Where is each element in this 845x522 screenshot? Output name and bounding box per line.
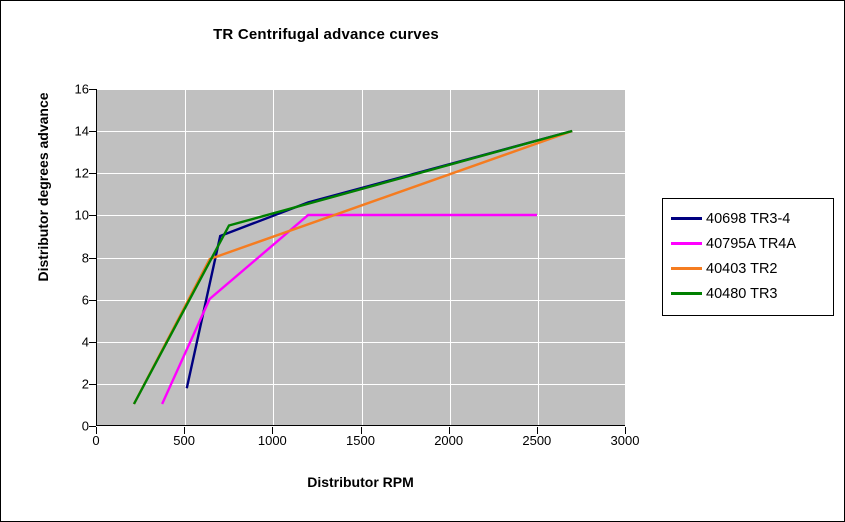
- series-line: [132, 129, 573, 405]
- x-tick-label: 1500: [346, 433, 375, 448]
- y-tick-mark: [89, 426, 96, 427]
- x-axis-tick-labels: 0 500 1000 1500 2000 2500 3000: [92, 433, 639, 453]
- series-line: [185, 129, 573, 389]
- legend-line-swatch: [671, 237, 704, 251]
- x-tick-label: 2500: [522, 433, 552, 448]
- x-tick-label: 0: [92, 433, 100, 448]
- y-tick-label: 2: [81, 376, 89, 392]
- series-line: [132, 129, 573, 405]
- gridline-vertical: [626, 89, 627, 425]
- y-tick-label: 14: [74, 123, 89, 139]
- x-tick-mark: [625, 427, 626, 434]
- x-tick-label: 1000: [257, 433, 287, 448]
- x-tick-mark: [272, 427, 274, 434]
- y-tick-label: 4: [81, 334, 89, 350]
- legend-line-swatch: [671, 212, 704, 226]
- x-tick-label: 2000: [434, 433, 464, 448]
- x-tick-mark: [360, 427, 362, 434]
- y-tick-mark: [89, 299, 96, 301]
- plot-area: [96, 89, 627, 426]
- legend-line-swatch: [671, 262, 704, 276]
- legend: 40698 TR3-4 40795A TR4A 40403 TR2 40480 TR3: [662, 198, 834, 316]
- y-axis-title: Distributor degrees advance: [35, 92, 51, 282]
- y-tick-label: 10: [74, 207, 89, 223]
- y-tick-mark: [89, 383, 96, 385]
- y-tick-label: 16: [74, 81, 89, 97]
- chart-title: TR Centrifugal advance curves: [213, 26, 439, 43]
- y-tick-mark: [89, 89, 96, 90]
- legend-item-label: 40403 TR2: [706, 260, 778, 277]
- series-lines: [132, 129, 573, 405]
- legend-item[interactable]: 40480 TR3: [663, 281, 833, 306]
- y-tick-label: 12: [74, 165, 89, 181]
- y-tick-mark: [89, 257, 96, 259]
- x-tick-label: 500: [173, 433, 195, 448]
- x-tick-mark: [448, 427, 450, 434]
- legend-item[interactable]: 40403 TR2: [663, 256, 833, 281]
- legend-item[interactable]: 40698 TR3-4: [663, 206, 833, 231]
- y-tick-label: 0: [81, 418, 89, 434]
- y-axis-tick-marks: [89, 89, 96, 427]
- y-tick-label: 8: [81, 250, 89, 265]
- series-line: [161, 213, 538, 405]
- legend-item-label: 40795A TR4A: [706, 235, 797, 252]
- y-tick-mark: [89, 131, 96, 133]
- y-tick-label: 6: [81, 292, 89, 308]
- legend-line-swatch: [671, 287, 704, 301]
- x-axis-tick-marks: [96, 427, 626, 434]
- y-axis-tick-labels: 0 2 4 6 8 10 12 14 16: [53, 82, 89, 434]
- y-tick-mark: [89, 341, 96, 343]
- x-tick-mark: [96, 427, 97, 434]
- legend-item-label: 40480 TR3: [706, 285, 778, 302]
- legend-item[interactable]: 40795A TR4A: [663, 231, 833, 256]
- x-tick-label: 3000: [610, 433, 640, 448]
- x-tick-mark: [536, 427, 538, 434]
- y-tick-mark: [89, 215, 96, 217]
- y-tick-mark: [89, 173, 96, 175]
- legend-item-label: 40698 TR3-4: [706, 210, 791, 227]
- x-tick-mark: [184, 427, 186, 434]
- x-axis-title: Distributor RPM: [307, 474, 414, 490]
